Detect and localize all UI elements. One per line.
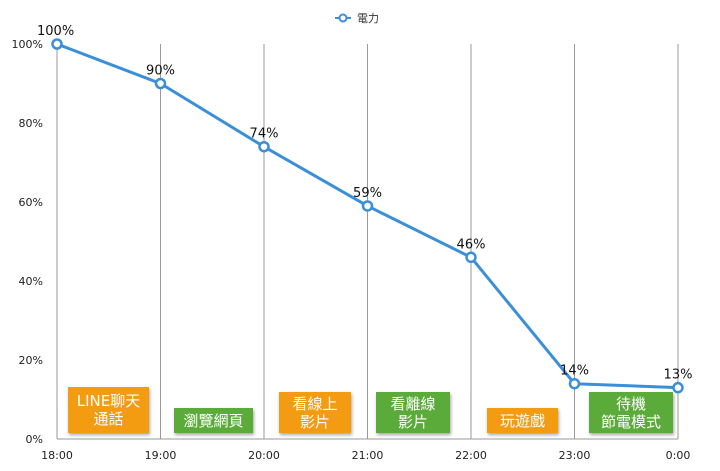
- data-label: 90%: [146, 64, 175, 79]
- x-tick-label: 20:00: [248, 449, 280, 462]
- data-point: [568, 377, 581, 390]
- legend-label: 電力: [357, 12, 379, 25]
- legend-marker: [338, 13, 348, 23]
- data-label: 100%: [37, 24, 74, 39]
- data-point: [672, 381, 684, 394]
- data-point: [465, 251, 477, 264]
- data-label: 46%: [457, 237, 486, 252]
- annotation-tag: 待機 節電模式: [589, 392, 673, 433]
- series: [51, 38, 684, 394]
- data-label: 74%: [250, 127, 279, 142]
- legend: 電力: [335, 12, 379, 25]
- annotation-tag: 看離線 影片: [376, 392, 450, 433]
- data-point: [154, 77, 167, 90]
- annotation-tag: 看線上 影片: [279, 392, 351, 433]
- grid: [56, 44, 679, 439]
- data-point: [258, 140, 270, 153]
- y-tick-label: 40%: [19, 275, 43, 288]
- x-tick-label: 23:00: [559, 449, 591, 462]
- data-label: 14%: [560, 364, 589, 379]
- data-label: 59%: [353, 186, 382, 201]
- y-tick-label: 0%: [26, 433, 43, 446]
- data-labels: 100% 90% 74% 59% 46% 14% 13%: [37, 24, 692, 383]
- data-point: [51, 38, 63, 50]
- annotation-tag: 瀏覽網頁: [174, 408, 253, 433]
- data-label: 13%: [664, 368, 693, 383]
- data-point: [361, 200, 374, 212]
- x-tick-label: 19:00: [145, 449, 177, 462]
- y-tick-label: 60%: [19, 196, 43, 209]
- axes: 0% 20% 40% 60% 80% 100% 18:00 19:00 20:00 21:00 22…: [12, 38, 691, 462]
- y-tick-label: 80%: [19, 117, 43, 130]
- x-tick-label: 21:00: [352, 449, 384, 462]
- y-tick-label: 20%: [19, 354, 43, 367]
- x-tick-label: 0:00: [666, 449, 691, 462]
- annotation-tag: 玩遊戲: [487, 408, 558, 433]
- annotation-tag: LINE聊天 通話: [68, 387, 149, 433]
- x-tick-label: 22:00: [455, 449, 487, 462]
- x-tick-label: 18:00: [41, 449, 73, 462]
- y-tick-label: 100%: [12, 38, 43, 51]
